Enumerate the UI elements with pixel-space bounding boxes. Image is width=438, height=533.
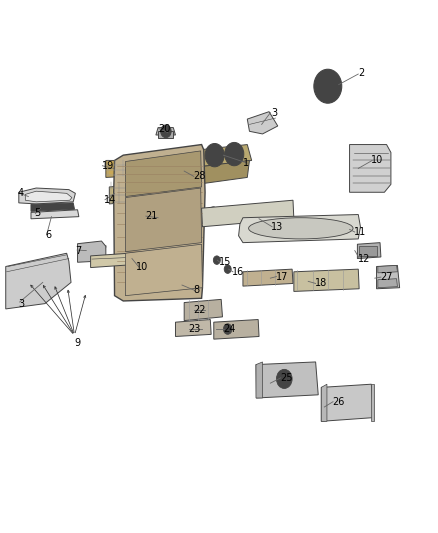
Polygon shape [243, 269, 293, 286]
Text: 27: 27 [380, 272, 392, 282]
Circle shape [319, 76, 336, 97]
Circle shape [224, 265, 231, 273]
Polygon shape [125, 151, 201, 197]
Polygon shape [357, 243, 381, 259]
Polygon shape [256, 362, 262, 398]
Polygon shape [145, 209, 176, 228]
Text: 19: 19 [102, 161, 114, 171]
Polygon shape [78, 241, 106, 262]
Text: 10: 10 [136, 262, 148, 271]
Text: 24: 24 [223, 324, 236, 334]
Polygon shape [201, 200, 294, 227]
Text: 14: 14 [104, 195, 116, 205]
Text: 11: 11 [354, 227, 366, 237]
Circle shape [223, 324, 232, 334]
Polygon shape [31, 203, 74, 212]
Text: 4: 4 [18, 188, 24, 198]
Polygon shape [91, 251, 168, 268]
Text: 22: 22 [193, 305, 205, 315]
Text: 7: 7 [75, 246, 81, 256]
Polygon shape [214, 319, 259, 339]
Polygon shape [110, 182, 178, 204]
Polygon shape [321, 384, 374, 421]
Text: 2: 2 [358, 68, 364, 78]
Text: 23: 23 [188, 324, 201, 334]
Circle shape [213, 256, 220, 264]
Polygon shape [184, 300, 223, 320]
Text: 10: 10 [371, 156, 384, 165]
Text: 8: 8 [193, 285, 199, 295]
Text: 25: 25 [280, 373, 293, 383]
Text: 9: 9 [74, 338, 81, 349]
Text: 3: 3 [271, 108, 277, 118]
Polygon shape [125, 244, 202, 296]
Polygon shape [6, 253, 71, 309]
Bar [359, 246, 378, 256]
Circle shape [225, 142, 244, 166]
Text: 5: 5 [34, 208, 40, 219]
Text: 17: 17 [276, 272, 288, 282]
Text: 13: 13 [271, 222, 283, 232]
Polygon shape [377, 265, 399, 289]
Text: 20: 20 [158, 124, 170, 134]
Polygon shape [114, 144, 205, 301]
Polygon shape [350, 144, 391, 192]
Polygon shape [156, 127, 176, 135]
Polygon shape [199, 144, 252, 167]
Polygon shape [19, 188, 75, 204]
Polygon shape [125, 188, 201, 252]
Text: 15: 15 [219, 257, 231, 267]
Polygon shape [158, 131, 173, 138]
Circle shape [205, 143, 224, 167]
Polygon shape [371, 384, 374, 421]
Polygon shape [247, 112, 278, 134]
Circle shape [161, 125, 171, 138]
Text: 3: 3 [18, 298, 24, 309]
Polygon shape [176, 151, 193, 168]
Polygon shape [378, 265, 397, 273]
Polygon shape [31, 210, 79, 219]
Text: 16: 16 [232, 267, 244, 277]
Text: 1: 1 [243, 158, 249, 168]
Text: 18: 18 [315, 278, 327, 288]
Text: 26: 26 [332, 397, 345, 407]
Polygon shape [197, 160, 250, 184]
Polygon shape [25, 191, 72, 202]
Polygon shape [239, 215, 360, 243]
Text: 28: 28 [193, 172, 205, 181]
Text: 21: 21 [145, 211, 157, 221]
Polygon shape [321, 384, 327, 421]
Text: 12: 12 [358, 254, 371, 263]
Circle shape [276, 369, 292, 389]
Text: 6: 6 [45, 230, 51, 240]
Polygon shape [378, 279, 397, 288]
Polygon shape [176, 319, 211, 336]
Circle shape [314, 69, 342, 103]
Polygon shape [294, 269, 359, 292]
Polygon shape [256, 362, 318, 398]
Polygon shape [106, 160, 147, 177]
Ellipse shape [249, 217, 353, 239]
